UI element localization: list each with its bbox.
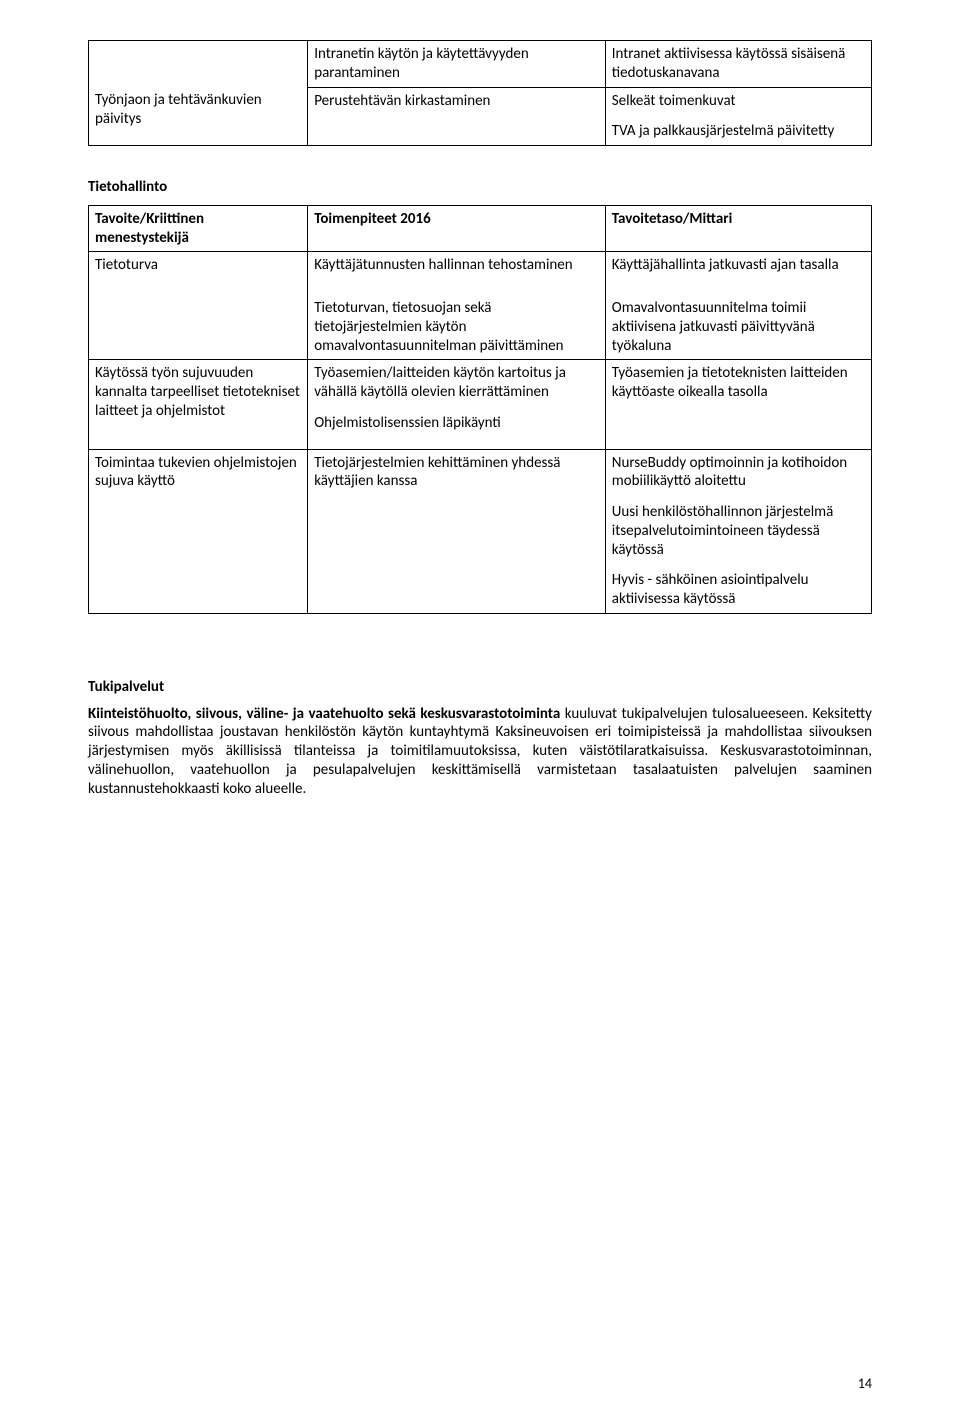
cell: Työasemien ja tietoteknisten laitteiden … [605,360,871,449]
th: Tavoite/Kriittinen menestystekijä [89,205,308,252]
cell: NurseBuddy optimoinnin ja kotihoidon mob… [605,449,871,613]
cell: Tietoturva [89,252,308,360]
cell: Intranetin käytön ja käytettävyyden para… [308,41,606,88]
cell [89,41,308,88]
cell: Työnjaon ja tehtävänkuvien päivitys [89,87,308,146]
cell-text: Ohjelmistolisenssien läpikäynti [314,414,501,432]
cell: Käyttäjähallinta jatkuvasti ajan tasalla… [605,252,871,360]
cell-text: Työasemien/laitteiden käytön kartoitus j… [314,364,566,401]
cell-text: Käyttäjähallinta jatkuvasti ajan tasalla [612,256,839,274]
cell-text: TVA ja palkkausjärjestelmä päivitetty [612,122,835,140]
cell-text: Tietoturvan, tietosuojan sekä tietojärje… [314,299,563,355]
bold-run: Kiinteistöhuolto, siivous, väline- ja va… [88,705,560,723]
th: Tavoitetaso/Mittari [605,205,871,252]
cell-text: Omavalvontasuunnitelma toimii aktiivisen… [612,299,815,355]
cell-text: Työasemien ja tietoteknisten laitteiden … [612,364,848,401]
th: Toimenpiteet 2016 [308,205,606,252]
cell-text: NurseBuddy optimoinnin ja kotihoidon mob… [612,454,847,491]
cell-text: Hyvis - sähköinen asiointipalvelu aktiiv… [612,571,809,608]
cell-text: Selkeät toimenkuvat [612,92,736,110]
cell: Selkeät toimenkuvat TVA ja palkkausjärje… [605,87,871,146]
page-number: 14 [858,1375,872,1393]
cell: Intranet aktiivisessa käytössä sisäisenä… [605,41,871,88]
cell: Työasemien/laitteiden käytön kartoitus j… [308,360,606,449]
cell-text: Käytössä työn sujuvuuden kannalta tarpee… [95,364,300,420]
table-tietohallinto: Tavoite/Kriittinen menestystekijä Toimen… [88,205,872,614]
body-paragraph: Kiinteistöhuolto, siivous, väline- ja va… [88,705,872,799]
cell-text: Uusi henkilöstöhallinnon järjestelmä its… [612,503,834,559]
cell: Toimintaa tukevien ohjelmistojen sujuva … [89,449,308,613]
cell-text: Käyttäjätunnusten hallinnan tehostaminen [314,256,572,274]
cell: Käytössä työn sujuvuuden kannalta tarpee… [89,360,308,449]
heading-tietohallinto: Tietohallinto [88,178,872,197]
cell: Käyttäjätunnusten hallinnan tehostaminen… [308,252,606,360]
heading-tukipalvelut: Tukipalvelut [88,678,872,697]
table-intranet: Intranetin käytön ja käytettävyyden para… [88,40,872,146]
cell: Tietojärjestelmien kehittäminen yhdessä … [308,449,606,613]
cell: Perustehtävän kirkastaminen [308,87,606,146]
